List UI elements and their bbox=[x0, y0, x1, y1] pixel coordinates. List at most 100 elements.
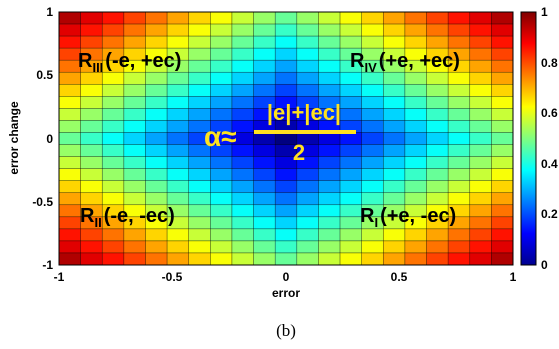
heatmap-cell bbox=[447, 11, 471, 25]
heatmap-cell bbox=[404, 83, 427, 97]
heatmap-cell bbox=[339, 168, 363, 182]
heatmap-cell bbox=[296, 23, 319, 37]
heatmap-cell bbox=[231, 83, 254, 97]
heatmap-cell bbox=[210, 83, 233, 97]
heatmap-cell bbox=[101, 35, 125, 49]
heatmap-cell bbox=[123, 168, 146, 182]
heatmap-cell bbox=[101, 252, 125, 266]
x-axis-label: error bbox=[272, 286, 300, 300]
heatmap-cell bbox=[447, 168, 471, 182]
heatmap-cell bbox=[274, 11, 298, 25]
x-tick-label: 0 bbox=[283, 270, 290, 284]
colorbar-tick-label: 0.4 bbox=[541, 157, 558, 171]
heatmap-cell bbox=[361, 23, 384, 37]
heatmap-cell bbox=[253, 168, 276, 182]
heatmap-cell bbox=[426, 180, 449, 194]
heatmap-cell bbox=[426, 35, 449, 49]
heatmap-cell bbox=[426, 120, 449, 133]
heatmap-cell bbox=[318, 83, 341, 97]
heatmap-cell bbox=[166, 35, 190, 49]
heatmap-cell bbox=[469, 204, 492, 218]
region-coords: (+e, -ec) bbox=[380, 205, 456, 227]
heatmap-cell bbox=[426, 108, 449, 121]
heatmap-cell bbox=[80, 132, 103, 145]
heatmap-cell bbox=[231, 23, 254, 37]
heatmap-cell bbox=[58, 132, 82, 145]
heatmap-cell bbox=[426, 11, 449, 25]
formula-lhs: α≈ bbox=[204, 121, 237, 152]
heatmap-cell bbox=[339, 180, 363, 194]
heatmap-cell bbox=[491, 180, 514, 194]
y-axis-label: error change bbox=[7, 101, 21, 175]
heatmap-cell bbox=[318, 23, 341, 37]
heatmap-cell bbox=[361, 96, 384, 109]
heatmap-cell bbox=[318, 71, 341, 85]
heatmap-cell bbox=[318, 132, 341, 145]
heatmap-cell bbox=[210, 11, 233, 25]
heatmap-cell bbox=[469, 216, 492, 230]
heatmap-cell bbox=[231, 59, 254, 73]
heatmap-cell bbox=[231, 156, 254, 170]
heatmap-cell bbox=[123, 71, 146, 85]
heatmap-cell bbox=[231, 96, 254, 109]
heatmap-cell bbox=[58, 204, 82, 218]
heatmap-cell bbox=[123, 192, 146, 206]
heatmap-cell bbox=[101, 156, 125, 170]
heatmap-cell bbox=[491, 120, 514, 133]
heatmap-cell bbox=[145, 11, 168, 25]
heatmap-cell bbox=[210, 108, 233, 121]
heatmap-cell bbox=[188, 96, 211, 109]
heatmap-cell bbox=[210, 23, 233, 37]
heatmap-cell bbox=[491, 96, 514, 109]
heatmap-cell bbox=[339, 156, 363, 170]
heatmap-cell bbox=[145, 120, 168, 133]
heatmap-cell bbox=[80, 35, 103, 49]
heatmap-cell bbox=[469, 11, 492, 25]
heatmap-cell bbox=[101, 108, 125, 121]
heatmap-cell bbox=[253, 156, 276, 170]
heatmap-cell bbox=[491, 23, 514, 37]
heatmap-cell bbox=[123, 96, 146, 109]
heatmap-cell bbox=[469, 240, 492, 254]
heatmap-cell bbox=[123, 180, 146, 194]
heatmap-cell bbox=[382, 71, 406, 85]
heatmap-cell bbox=[469, 192, 492, 206]
heatmap-cell bbox=[145, 71, 168, 85]
plot-frame bbox=[58, 11, 514, 266]
heatmap-cell bbox=[274, 204, 298, 218]
colorbar-tick-label: 0.8 bbox=[541, 56, 558, 70]
heatmap-cell bbox=[58, 23, 82, 37]
heatmap-cell bbox=[469, 132, 492, 145]
colorbar-tick-label: 0.2 bbox=[541, 207, 558, 221]
heatmap-cell bbox=[318, 11, 341, 25]
heatmap-cell bbox=[210, 47, 233, 61]
heatmap-cell bbox=[58, 156, 82, 170]
heatmap-cell bbox=[101, 228, 125, 242]
region-main: R bbox=[360, 205, 375, 227]
heatmap-cell bbox=[361, 108, 384, 121]
heatmap-cell bbox=[491, 228, 514, 242]
heatmap-cell bbox=[491, 144, 514, 157]
heatmap-cell bbox=[447, 83, 471, 97]
heatmap-cell bbox=[188, 228, 211, 242]
region-main: R bbox=[78, 50, 93, 72]
heatmap-cell bbox=[188, 23, 211, 37]
heatmap-cell bbox=[231, 180, 254, 194]
heatmap-cell bbox=[123, 228, 146, 242]
heatmap-cell bbox=[274, 168, 298, 182]
heatmap-cell bbox=[210, 240, 233, 254]
heatmap-cell bbox=[447, 180, 471, 194]
heatmap-cell bbox=[447, 228, 471, 242]
heatmap-cell bbox=[339, 83, 363, 97]
heatmap-cell bbox=[361, 35, 384, 49]
region-subscript: II bbox=[94, 215, 101, 230]
heatmap-cell bbox=[426, 156, 449, 170]
heatmap-cell bbox=[101, 144, 125, 157]
heatmap-cell bbox=[426, 96, 449, 109]
heatmap-cell bbox=[382, 192, 406, 206]
heatmap-cell bbox=[58, 35, 82, 49]
heatmap-cell bbox=[296, 228, 319, 242]
heatmap-cell bbox=[318, 204, 341, 218]
region-label-q-i: RI (+e, -ec) bbox=[360, 205, 456, 230]
heatmap-cell bbox=[80, 180, 103, 194]
